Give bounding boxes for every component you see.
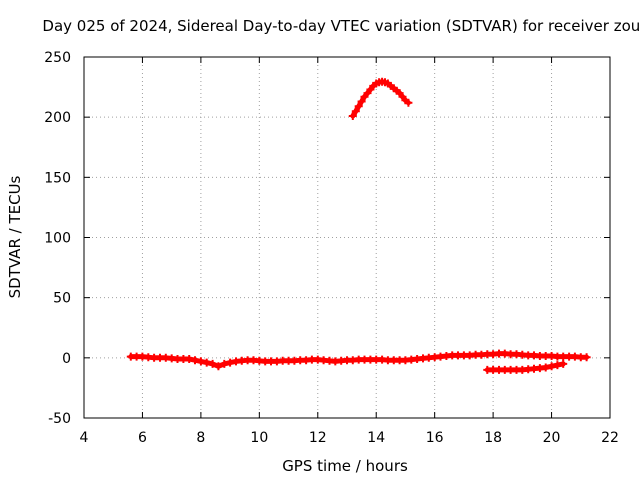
data-point xyxy=(553,361,562,370)
x-tick-label: 16 xyxy=(426,430,444,446)
y-tick-label: 100 xyxy=(44,231,71,247)
x-tick-label: 12 xyxy=(309,430,327,446)
data-point xyxy=(185,355,194,363)
data-point xyxy=(191,356,199,365)
y-tick-label: 150 xyxy=(44,170,71,186)
data-point xyxy=(348,112,357,120)
data-point xyxy=(208,359,217,368)
x-tick-label: 20 xyxy=(543,430,561,446)
data-point xyxy=(582,353,591,362)
x-tick-label: 22 xyxy=(601,430,619,446)
axis-ticks: 4 6 8 10 12 14 16 18 20 22 -50 0 50 100 150 200 250 xyxy=(44,50,619,446)
series-arc xyxy=(348,77,413,120)
y-tick-label: 0 xyxy=(62,351,71,367)
chart-title: Day 025 of 2024, Sidereal Day-to-day VTE… xyxy=(42,17,640,35)
y-tick-label: 50 xyxy=(53,291,71,307)
x-axis-label: GPS time / hours xyxy=(282,457,408,475)
data-point xyxy=(202,358,211,367)
data-point xyxy=(196,357,205,366)
y-tick-label: 200 xyxy=(44,110,71,126)
data-point xyxy=(214,362,223,371)
data-point xyxy=(220,359,229,368)
series-lower-branch xyxy=(483,359,568,374)
x-tick-label: 8 xyxy=(196,430,205,446)
data-point xyxy=(226,358,235,367)
x-tick-label: 4 xyxy=(80,430,89,446)
data-point xyxy=(559,359,568,368)
data-point xyxy=(351,107,360,116)
data-point xyxy=(547,362,556,371)
x-tick-label: 14 xyxy=(367,430,385,446)
y-tick-label: 250 xyxy=(44,50,71,66)
data-point xyxy=(357,97,366,106)
x-tick-label: 6 xyxy=(138,430,147,446)
y-tick-label: -50 xyxy=(48,411,71,427)
series-main-trace xyxy=(126,349,591,371)
grid-lines xyxy=(84,57,610,418)
data-point xyxy=(354,102,363,111)
data-points xyxy=(126,77,591,374)
x-tick-label: 18 xyxy=(484,430,502,446)
y-axis-label: SDTVAR / TECUs xyxy=(6,175,24,298)
x-tick-label: 10 xyxy=(250,430,268,446)
data-point xyxy=(541,363,550,372)
data-point xyxy=(404,98,413,107)
